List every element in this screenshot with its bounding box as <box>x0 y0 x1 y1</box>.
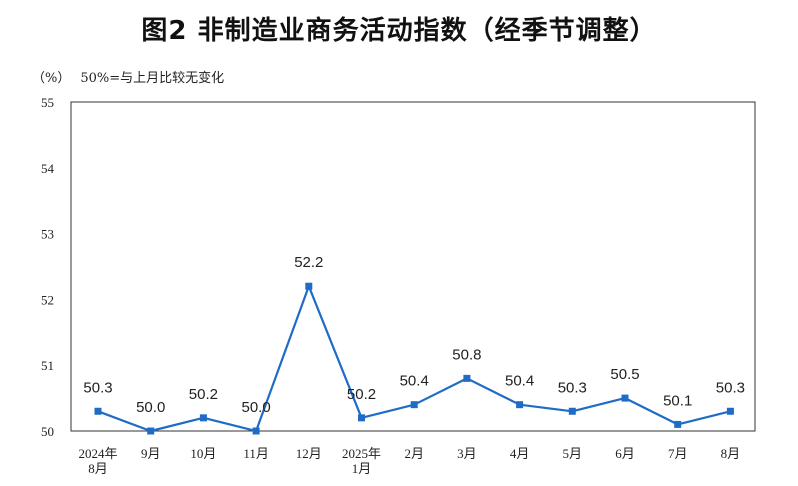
x-tick-label: 4月 <box>510 446 530 461</box>
data-labels: 50.3 50.0 50.2 50.0 52.2 50.2 50.4 50.8 50.4 50.3… <box>83 254 745 416</box>
y-axis-unit: （%） <box>32 71 71 86</box>
data-point-marker <box>252 427 260 435</box>
y-tick-label: 50 <box>41 424 54 439</box>
y-tick-label: 52 <box>41 292 54 307</box>
data-label: 50.3 <box>558 379 587 396</box>
x-tick-label: 5月 <box>563 446 583 461</box>
x-tick-label: 2月 <box>404 446 424 461</box>
x-tick-label: 9月 <box>141 446 161 461</box>
x-tick-label: 10月 <box>190 446 216 461</box>
data-point-marker <box>621 394 629 402</box>
x-tick-label: 7月 <box>668 446 688 461</box>
data-label: 50.4 <box>400 373 429 390</box>
data-label: 50.5 <box>610 366 639 383</box>
data-point-marker <box>358 414 365 422</box>
plot-area-frame <box>70 101 756 432</box>
data-point-marker <box>410 401 418 409</box>
data-point-marker <box>516 401 524 409</box>
series-markers <box>94 282 734 435</box>
data-label: 50.2 <box>347 386 376 403</box>
data-label: 50.0 <box>136 399 165 416</box>
y-tick-label: 51 <box>41 358 54 373</box>
data-label: 50.8 <box>452 346 481 363</box>
data-point-marker <box>674 420 682 428</box>
data-point-marker <box>199 414 207 422</box>
data-point-marker <box>147 427 155 435</box>
chart-title: 图2 非制造业商务活动指数（经季节调整） <box>141 16 657 46</box>
x-tick-label: 2024年 8月 <box>78 446 117 476</box>
y-tick-label: 54 <box>41 161 55 176</box>
data-label: 50.4 <box>505 373 534 390</box>
x-tick-label: 11月 <box>243 446 269 461</box>
y-tick-label: 55 <box>41 95 54 110</box>
data-label: 50.0 <box>241 399 270 416</box>
series-line <box>97 285 731 433</box>
x-tick-label: 12月 <box>296 446 322 461</box>
data-point-marker <box>463 374 471 382</box>
data-point-marker <box>305 282 313 290</box>
data-point-marker <box>568 407 576 415</box>
x-tick-label: 8月 <box>721 446 741 461</box>
y-tick-label: 53 <box>41 227 54 242</box>
data-point-marker <box>726 407 734 415</box>
x-tick-label: 2025年 1月 <box>342 446 381 476</box>
x-axis: 2024年 8月 9月 10月 11月 12月 2025年 1月 2月 3月 4月 5月 6月 7月 8月 <box>78 446 740 476</box>
x-tick-label: 3月 <box>457 446 477 461</box>
data-label: 50.1 <box>663 392 692 409</box>
y-axis: 50 51 52 53 54 55 <box>41 95 55 439</box>
data-point-marker <box>94 407 102 415</box>
x-tick-label: 6月 <box>615 446 635 461</box>
data-label: 50.2 <box>189 386 218 403</box>
data-label: 52.2 <box>294 254 323 271</box>
y-axis-unit-note: （%） 50%=与上月比较无变化 <box>32 67 224 86</box>
data-label: 50.3 <box>83 379 112 396</box>
data-label: 50.3 <box>716 379 745 396</box>
baseline-note: 50%=与上月比较无变化 <box>80 71 225 86</box>
